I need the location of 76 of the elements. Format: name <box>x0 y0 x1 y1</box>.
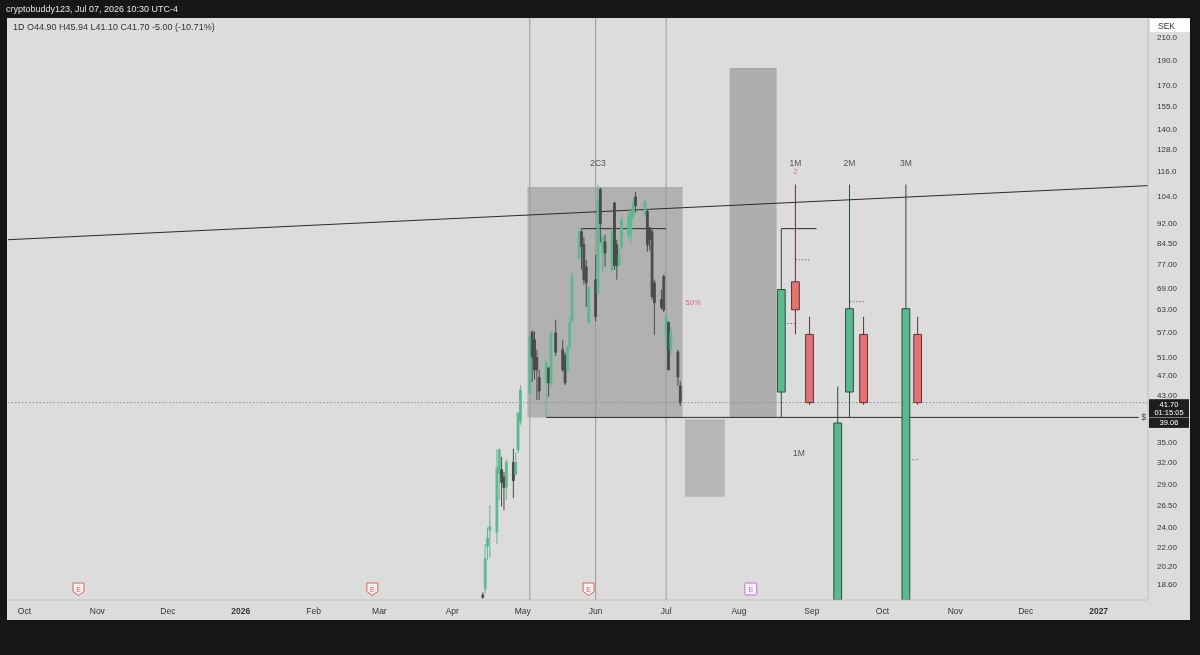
y-tick-label: 104.0 <box>1157 191 1178 201</box>
candlestick <box>662 274 666 313</box>
x-tick-label: Jul <box>660 606 672 616</box>
y-tick-label: 29.00 <box>1157 480 1178 490</box>
y-tick-label: 20.20 <box>1157 561 1178 571</box>
x-tick-label: Dec <box>160 606 177 616</box>
x-tick-label: Oct <box>17 606 32 616</box>
y-tick-label: 128.0 <box>1157 144 1178 154</box>
x-tick-label: Sep <box>804 606 820 616</box>
x-tick-label: Feb <box>306 606 322 616</box>
y-tick-label: 69.00 <box>1157 284 1178 294</box>
x-tick-label: 2027 <box>1089 606 1109 616</box>
candlestick <box>776 228 786 418</box>
candlestick <box>514 452 518 476</box>
candlestick <box>643 199 647 218</box>
text: cryptobuddy123, Jul 07, 2026 10:30 UTC-4 <box>6 4 179 14</box>
annotation: 1M <box>789 157 802 168</box>
candlestick <box>481 591 485 600</box>
candlestick <box>667 321 670 371</box>
candlestick <box>528 334 532 395</box>
candlestick <box>587 286 590 325</box>
y-tick-label: 26.50 <box>1157 500 1178 510</box>
y-tick-label: 116.0 <box>1157 167 1177 177</box>
candlestick <box>495 448 499 545</box>
x-tick-label: Mar <box>372 606 387 616</box>
y-tick-label: 35.00 <box>1157 437 1178 447</box>
y-tick-label: 51.00 <box>1157 352 1178 362</box>
x-tick-label: Aug <box>731 606 747 616</box>
candlestick <box>859 316 868 406</box>
y-tick-label: 57.00 <box>1157 327 1178 337</box>
y-tick-label: 210.0 <box>1157 33 1178 43</box>
y-tick-label: 155.0 <box>1157 101 1178 111</box>
y-tick-label: 47.00 <box>1157 371 1178 381</box>
y-tick-label: 24.00 <box>1157 522 1178 532</box>
x-tick-label: Nov <box>947 606 964 616</box>
candlestick <box>664 316 668 351</box>
y-tick-label: 22.00 <box>1157 542 1178 552</box>
x-tick-label: Nov <box>89 606 106 616</box>
y-tick-label: 140.0 <box>1157 124 1178 134</box>
x-tick-label: Oct <box>875 606 890 616</box>
candlestick <box>504 459 508 501</box>
annotation: 3M <box>899 157 912 168</box>
x-tick-label: Dec <box>1018 606 1035 616</box>
candlestick <box>669 326 673 357</box>
annotation: 2M <box>843 157 856 168</box>
y-tick-label: 43.00 <box>1157 391 1178 401</box>
candlestick <box>511 448 515 499</box>
annotation: 1M <box>793 448 805 458</box>
candlestick <box>634 191 637 213</box>
candlestick <box>577 227 581 261</box>
y-tick-label: 63.00 <box>1157 304 1178 314</box>
y-axis-title: SEK <box>1158 20 1176 31</box>
candlestick <box>913 316 923 406</box>
y-tick-label: 190.0 <box>1157 55 1178 65</box>
y-tick-label: 170.0 <box>1157 80 1178 90</box>
candlestick <box>598 187 602 244</box>
candlestick <box>805 316 814 406</box>
x-tick-label: Apr <box>445 606 460 616</box>
x-tick-label: Jun <box>588 606 603 616</box>
y-tick-label: 18.60 <box>1157 580 1178 590</box>
annotation: $ <box>1141 412 1147 423</box>
candlestick <box>901 184 911 600</box>
y-tick-label: 92.00 <box>1157 219 1178 229</box>
candlestick <box>791 184 800 335</box>
candlestick <box>554 319 558 357</box>
y-tick-label: 77.00 <box>1157 259 1178 269</box>
y-tick-label: 32.00 <box>1157 457 1178 467</box>
candlestick <box>833 385 843 600</box>
x-tick-label: 2026 <box>231 606 251 616</box>
x-tick-label: May <box>514 606 532 616</box>
candlestick <box>603 234 607 268</box>
annotation: 2C3 <box>590 157 607 168</box>
y-tick-label: 84.50 <box>1157 238 1178 248</box>
candlestick <box>845 184 854 418</box>
chart-title: 1D O44.90 H45.94 L41.10 C41.70 -5.00 (-10.71%) <box>13 22 215 32</box>
candlestick <box>500 456 504 508</box>
